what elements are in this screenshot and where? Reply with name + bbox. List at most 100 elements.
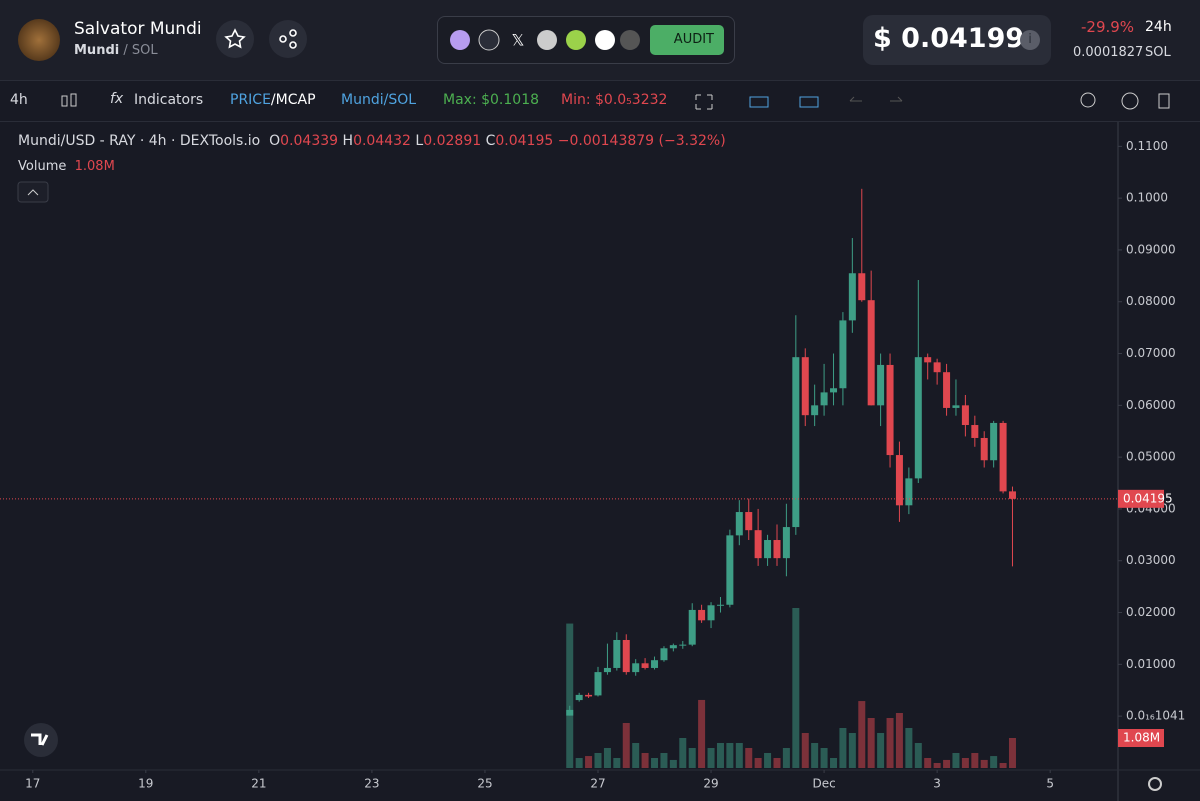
volume-bar bbox=[632, 743, 640, 768]
candle-body bbox=[575, 694, 583, 701]
candle-body bbox=[914, 357, 922, 479]
collapse-icon bbox=[27, 189, 39, 196]
x-tick-label: 29 bbox=[703, 777, 718, 791]
candle-body bbox=[924, 357, 932, 363]
candle-body bbox=[688, 609, 696, 645]
y-tick-label: 0.01000 bbox=[1126, 657, 1176, 671]
candle-body bbox=[877, 364, 885, 406]
volume-bar bbox=[999, 763, 1007, 768]
volume-bar bbox=[886, 718, 894, 768]
candle-body bbox=[830, 388, 838, 393]
y-tick-label: 0.1100 bbox=[1126, 139, 1168, 153]
token-pair: Mundi / SOL bbox=[74, 43, 158, 58]
volume-bar bbox=[716, 743, 724, 768]
volume-bar bbox=[566, 623, 574, 768]
candle-body bbox=[820, 392, 828, 406]
y-tick-label: 0.03000 bbox=[1126, 553, 1176, 567]
candle-body bbox=[782, 527, 790, 559]
tv-logo-mark bbox=[31, 733, 49, 746]
volume-bar bbox=[905, 728, 913, 768]
candle-body bbox=[858, 273, 866, 301]
volume-bar bbox=[594, 753, 602, 768]
pair-quote: / SOL bbox=[123, 43, 158, 58]
x-tick-label: Dec bbox=[812, 777, 835, 791]
candle-body bbox=[867, 300, 875, 406]
candle-body bbox=[622, 639, 630, 673]
volume-bar bbox=[651, 758, 659, 768]
interval-button[interactable]: 4h bbox=[10, 92, 28, 108]
candle-body bbox=[735, 512, 743, 536]
social-icons: 𝕏 bbox=[450, 29, 640, 51]
candle-body bbox=[886, 364, 894, 456]
ohlc-letter: O bbox=[269, 133, 281, 149]
volume-bar bbox=[895, 713, 903, 768]
volume-bar bbox=[830, 758, 838, 768]
share-icon bbox=[279, 29, 297, 49]
y-tick-label: 0.08000 bbox=[1126, 294, 1176, 308]
tool-icons[interactable] bbox=[690, 89, 1170, 113]
info-icon[interactable]: i bbox=[1020, 30, 1040, 50]
volume-bar bbox=[782, 748, 790, 768]
collapse-button[interactable] bbox=[17, 181, 49, 203]
candle-body bbox=[745, 512, 753, 531]
volume-bar bbox=[726, 743, 734, 768]
y-tick-label: 0.05000 bbox=[1126, 450, 1176, 464]
price-option: PRICE bbox=[230, 92, 271, 108]
volume-bar bbox=[877, 733, 885, 768]
y-tick-label: 0.09000 bbox=[1126, 242, 1176, 256]
candle-body bbox=[943, 372, 951, 408]
candle-body bbox=[811, 405, 819, 416]
candle-body bbox=[848, 273, 856, 321]
candle-body bbox=[594, 672, 602, 696]
volume-bar bbox=[858, 701, 866, 768]
volume-bar bbox=[1008, 738, 1016, 768]
candle-body bbox=[660, 648, 668, 661]
change-period: 24h bbox=[1145, 19, 1172, 35]
candle-body bbox=[895, 455, 903, 506]
toolbar: 4h fx Indicators PRICE/MCAP Mundi/SOL Ma… bbox=[0, 81, 1200, 122]
header: Salvator Mundi Mundi / SOL 𝕏 AUDIT $ 0.0… bbox=[0, 0, 1200, 81]
candle-body bbox=[792, 357, 800, 528]
last-price-label: 0.04195 bbox=[1123, 491, 1173, 505]
share-button[interactable] bbox=[269, 20, 307, 58]
volume-bar bbox=[688, 748, 696, 768]
price-mcap-toggle[interactable]: PRICE/MCAP bbox=[230, 92, 316, 108]
volume-bar bbox=[764, 753, 772, 768]
volume-bar bbox=[585, 756, 593, 768]
candle-body bbox=[961, 405, 969, 426]
candle-body bbox=[651, 660, 659, 668]
volume-legend: Volume 1.08M bbox=[18, 159, 115, 174]
volume-tag bbox=[1118, 729, 1164, 747]
settings-icon[interactable] bbox=[1148, 777, 1162, 791]
indicators-button[interactable]: Indicators bbox=[134, 92, 204, 108]
volume-bar bbox=[952, 753, 960, 768]
candle-body bbox=[839, 320, 847, 389]
volume-bar bbox=[943, 759, 951, 768]
candle-body bbox=[585, 694, 593, 697]
favorite-button[interactable] bbox=[216, 20, 254, 58]
candle-body bbox=[990, 422, 998, 461]
chart-title: Mundi/USD - RAY · 4h · DEXTools.io bbox=[18, 133, 261, 149]
candle-body bbox=[801, 357, 809, 416]
volume-bar bbox=[679, 738, 687, 768]
ohlc-low: 0.02891 bbox=[423, 133, 482, 149]
ohlc-high: 0.04432 bbox=[353, 133, 411, 149]
volume-bar bbox=[745, 748, 753, 768]
y-tick-label: 0.06000 bbox=[1126, 398, 1176, 412]
y-tick-label: 0.07000 bbox=[1126, 346, 1176, 360]
x-tick-label: 21 bbox=[251, 777, 266, 791]
chart-type-icon[interactable] bbox=[58, 90, 80, 112]
volume-bar bbox=[801, 733, 809, 768]
candle-body bbox=[641, 663, 649, 668]
x-tick-label: 17 bbox=[25, 777, 40, 791]
pair-toggle[interactable]: Mundi/SOL bbox=[341, 92, 417, 108]
audit-button[interactable]: AUDIT bbox=[650, 25, 724, 55]
volume-bar bbox=[820, 748, 828, 768]
candle-body bbox=[905, 478, 913, 506]
candle-body bbox=[632, 663, 640, 673]
token-avatar bbox=[18, 19, 60, 61]
volume-bar bbox=[735, 743, 743, 768]
candle-body bbox=[726, 535, 734, 605]
volume-bar bbox=[867, 718, 875, 768]
